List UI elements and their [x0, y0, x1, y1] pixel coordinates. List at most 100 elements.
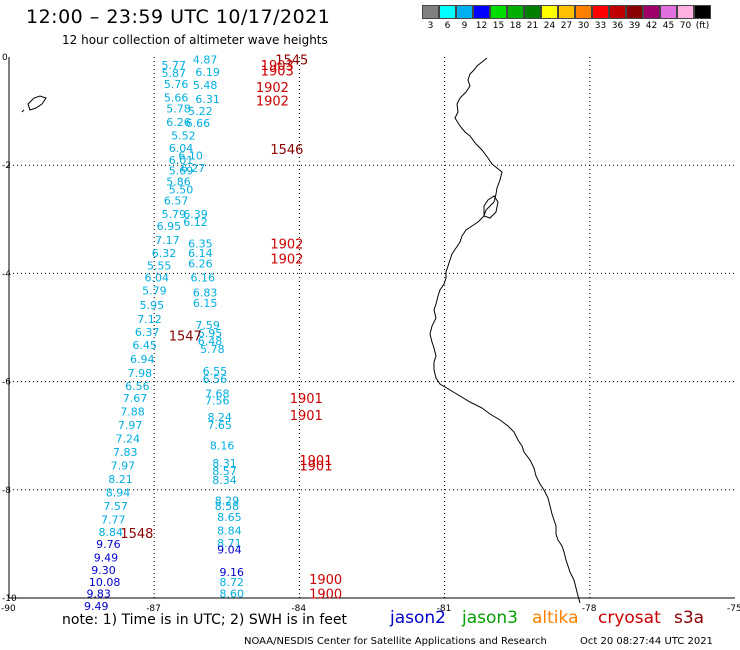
pass-time-label: 1901 [299, 454, 332, 469]
legend-labels: 3 6 9 12 15 18 21 24 27 30 33 36 39 42 45 70 (ft) [422, 19, 711, 31]
legend-swatch [490, 5, 507, 19]
wave-height-label: 6.48 [198, 335, 223, 348]
wave-height-label: 8.34 [212, 474, 237, 487]
legend-label: 15 [492, 21, 505, 31]
sat-jason2: jason2 [390, 608, 446, 628]
wave-height-label: 8.58 [215, 500, 240, 513]
pass-time-label: 1902 [256, 81, 289, 96]
wave-height-label: 5.78 [166, 102, 191, 115]
wave-height-label: 7.98 [128, 367, 153, 380]
wave-height-label: 7.67 [123, 392, 147, 405]
wave-height-label: 5.69 [169, 165, 194, 178]
galapagos-island [27, 95, 47, 111]
wave-height-label: 6.04 [145, 272, 170, 285]
x-tick-label: -90 [1, 604, 16, 614]
wave-height-label: 5.48 [193, 79, 218, 92]
legend-swatch [643, 5, 660, 19]
wave-height-label: 8.84 [99, 526, 124, 539]
pass-time-label: 1901 [299, 459, 332, 474]
y-tick-label: -4 [2, 269, 11, 279]
legend-label: 21 [526, 21, 539, 31]
legend-swatch [592, 5, 609, 19]
pass-time-label: 1545 [275, 54, 308, 69]
legend-swatch [626, 5, 643, 19]
legend-swatch [473, 5, 490, 19]
legend-label: 36 [611, 21, 624, 31]
legend-label: 24 [543, 21, 556, 31]
wave-height-label: 8.65 [217, 511, 242, 524]
wave-height-label: 5.76 [164, 78, 189, 91]
sat-s3a: s3a [674, 608, 705, 628]
wave-height-label: 6.04 [169, 142, 194, 155]
wave-height-label: 6.14 [188, 247, 213, 260]
wave-height-label: 8.29 [215, 495, 240, 508]
legend-swatch [609, 5, 626, 19]
legend-label: 3 [427, 21, 434, 31]
wave-height-label: 8.94 [106, 487, 131, 500]
wave-height-label: 8.21 [108, 473, 133, 486]
y-tick-label: -6 [2, 378, 11, 388]
wave-height-label: 6.19 [195, 66, 220, 79]
wave-height-label: 6.56 [125, 380, 150, 393]
legend-swatch [660, 5, 677, 19]
sat-cryosat: cryosat [598, 608, 661, 628]
legend-label: 12 [475, 21, 488, 31]
lake-island [483, 195, 499, 219]
x-tick-label: -78 [582, 604, 597, 614]
x-tick-label: -81 [437, 604, 452, 614]
wave-height-label: 9.30 [91, 564, 116, 577]
legend-swatch [456, 5, 473, 19]
wave-height-label: 8.16 [210, 439, 235, 452]
pass-time-label: 1903 [261, 65, 294, 80]
wave-height-label: 6.32 [152, 247, 177, 260]
wave-height-label: 6.66 [186, 117, 211, 130]
y-axis-ticks: 0 -2 -4 -6 -8 -10 [2, 53, 17, 604]
wave-height-label: 7.17 [155, 234, 180, 247]
wave-height-label: 5.50 [169, 184, 194, 197]
map-title: 12:00 – 23:59 UTC 10/17/2021 [26, 6, 331, 28]
legend-label: 9 [461, 21, 468, 31]
wave-height-label: 7.24 [115, 432, 140, 445]
pass-time-label: 1902 [270, 252, 303, 267]
wave-height-label: 5.22 [188, 105, 213, 118]
x-tick-label: -87 [146, 604, 161, 614]
legend-label: (ft) [695, 21, 710, 31]
west-track-labels: 5.775.875.765.665.786.265.526.046.015.69… [84, 59, 196, 613]
pass-time-label: 1547 [169, 330, 202, 345]
legend-swatch [524, 5, 541, 19]
legend-label: 18 [509, 21, 522, 31]
legend-swatches [422, 5, 711, 19]
wave-height-label: 6.94 [130, 353, 155, 366]
wave-height-label: 7.56 [205, 395, 230, 408]
wave-height-label: 7.57 [103, 500, 128, 513]
wave-height-label: 9.49 [84, 600, 109, 613]
wave-height-label: 8.24 [207, 411, 232, 424]
legend-swatch [575, 5, 592, 19]
wave-height-label: 6.15 [193, 297, 218, 310]
wave-height-label: 5.87 [161, 67, 186, 80]
pass-time-label: 1546 [270, 143, 303, 158]
wave-height-label: 6.01 [169, 154, 194, 167]
footer-note: note: 1) Time is in UTC; 2) SWH is in fe… [62, 612, 348, 628]
legend-label: 42 [645, 21, 658, 31]
wave-height-label: 7.68 [205, 388, 230, 401]
wave-height-label: 7.65 [207, 419, 232, 432]
legend-label: 6 [444, 21, 451, 31]
sat-altika: altika [532, 608, 579, 628]
legend-swatch [694, 5, 711, 19]
wave-height-label: 7.12 [137, 313, 162, 326]
wave-height-label: 7.88 [120, 405, 145, 418]
wave-height-label: 9.76 [96, 538, 121, 551]
y-tick-label: -10 [2, 594, 17, 604]
wave-height-label: 7.97 [118, 419, 142, 432]
wave-height-label: 5.55 [147, 259, 172, 272]
wave-height-label: 6.56 [203, 373, 228, 386]
color-legend: 3 6 9 12 15 18 21 24 27 30 33 36 39 42 45 70 (ft) [422, 5, 711, 31]
wave-height-label: 6.35 [188, 238, 213, 251]
pass-time-label: 1902 [256, 94, 289, 109]
wave-height-label: 9.49 [94, 551, 119, 564]
legend-label: 30 [577, 21, 590, 31]
pass-time-label: 1548 [120, 527, 153, 542]
wave-height-label: 6.37 [135, 326, 160, 339]
